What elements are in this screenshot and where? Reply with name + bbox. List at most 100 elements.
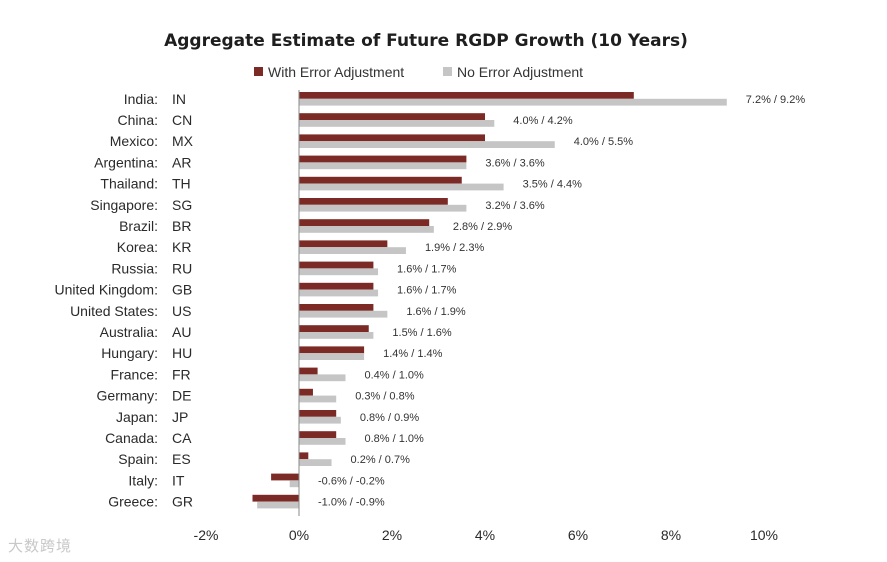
value-label-us: 1.6% / 1.9%	[406, 306, 466, 318]
bar-no-error-th	[299, 183, 504, 191]
x-tick-label: 10%	[750, 527, 778, 543]
category-country-kr: Korea:	[117, 239, 158, 255]
bar-no-error-kr	[299, 247, 406, 254]
category-country-ca: Canada:	[105, 430, 158, 446]
bar-no-error-es	[299, 459, 332, 466]
bar-with-error-jp	[299, 410, 337, 417]
bar-with-error-mx	[299, 134, 485, 142]
bar-with-error-in	[299, 92, 634, 99]
bar-with-error-de	[299, 388, 313, 396]
value-label-it: -0.6% / -0.2%	[318, 475, 385, 487]
bars	[252, 92, 727, 509]
bar-no-error-it	[289, 480, 299, 488]
x-tick-label: 4%	[475, 527, 495, 543]
category-code-in: IN	[172, 91, 186, 107]
category-country-in: India:	[124, 91, 158, 107]
category-code-mx: MX	[172, 133, 194, 149]
bar-with-error-it	[271, 473, 299, 481]
value-labels: 7.2% / 9.2% 4.0% / 4.2%4.0% / 5.5% 3.6% / …	[318, 94, 805, 509]
bar-with-error-sg	[299, 198, 448, 205]
bar-with-error-es	[299, 452, 309, 460]
category-code-gb: GB	[172, 282, 192, 298]
bar-no-error-gb	[299, 289, 379, 297]
bar-with-error-th	[299, 176, 462, 184]
value-label-es: 0.2% / 0.7%	[351, 454, 411, 466]
bar-no-error-ru	[299, 268, 379, 276]
legend-label-no-error: No Error Adjustment	[457, 64, 583, 80]
x-axis-ticks: -2% 0% 2% 4% 6% 8% 10%	[194, 527, 778, 543]
value-label-mx: 4.0% / 5.5%	[574, 136, 634, 148]
bar-no-error-au	[299, 332, 374, 339]
value-label-in: 7.2% / 9.2%	[746, 94, 806, 106]
category-country-br: Brazil:	[119, 218, 158, 234]
bar-no-error-sg	[299, 204, 467, 212]
category-country-ru: Russia:	[111, 260, 158, 276]
bar-no-error-ca	[299, 438, 346, 445]
category-country-gb: United Kingdom:	[54, 282, 158, 298]
legend-swatch-with-error	[254, 67, 263, 76]
bar-no-error-hu	[299, 353, 365, 360]
category-code-fr: FR	[172, 366, 191, 382]
x-tick-label: 2%	[382, 527, 402, 543]
category-country-es: Spain:	[118, 451, 158, 467]
category-code-au: AU	[172, 324, 191, 340]
value-label-cn: 4.0% / 4.2%	[513, 115, 573, 127]
category-country-us: United States:	[70, 303, 158, 319]
bar-with-error-ru	[299, 261, 374, 269]
legend-label-with-error: With Error Adjustment	[268, 64, 404, 80]
bar-no-error-mx	[299, 141, 555, 148]
category-country-de: Germany:	[97, 388, 158, 404]
bar-no-error-cn	[299, 120, 495, 127]
bar-with-error-br	[299, 219, 430, 226]
bar-with-error-kr	[299, 240, 388, 248]
bar-no-error-ar	[299, 162, 467, 170]
watermark: 大数跨境	[8, 537, 73, 555]
category-country-it: Italy:	[128, 472, 158, 488]
value-label-gb: 1.6% / 1.7%	[397, 285, 457, 297]
bar-with-error-ca	[299, 431, 337, 438]
bar-no-error-gr	[257, 501, 299, 509]
bar-no-error-fr	[299, 374, 346, 382]
value-label-de: 0.3% / 0.8%	[355, 391, 415, 403]
category-code-jp: JP	[172, 409, 188, 425]
value-label-ar: 3.6% / 3.6%	[485, 157, 545, 169]
value-label-fr: 0.4% / 1.0%	[365, 369, 425, 381]
category-country-fr: France:	[111, 366, 158, 382]
legend: With Error Adjustment No Error Adjustmen…	[254, 64, 583, 80]
value-label-sg: 3.2% / 3.6%	[485, 200, 545, 212]
legend-swatch-no-error	[443, 67, 452, 76]
category-country-au: Australia:	[100, 324, 158, 340]
bar-no-error-br	[299, 226, 434, 233]
category-code-hu: HU	[172, 345, 192, 361]
category-code-br: BR	[172, 218, 191, 234]
bar-with-error-au	[299, 325, 369, 332]
category-code-kr: KR	[172, 239, 191, 255]
bar-no-error-jp	[299, 416, 341, 424]
bar-no-error-us	[299, 310, 388, 318]
category-country-hu: Hungary:	[101, 345, 158, 361]
category-country-jp: Japan:	[116, 409, 158, 425]
value-label-hu: 1.4% / 1.4%	[383, 348, 443, 360]
bar-no-error-de	[299, 395, 337, 403]
category-country-mx: Mexico:	[110, 133, 158, 149]
category-country-gr: Greece:	[108, 494, 158, 510]
value-label-kr: 1.9% / 2.3%	[425, 242, 485, 254]
category-code-ru: RU	[172, 260, 192, 276]
x-tick-label: 8%	[661, 527, 681, 543]
category-code-sg: SG	[172, 197, 192, 213]
bar-with-error-gr	[252, 494, 299, 502]
bar-with-error-fr	[299, 367, 318, 375]
category-code-de: DE	[172, 388, 191, 404]
x-tick-label: 6%	[568, 527, 588, 543]
bar-with-error-gb	[299, 282, 374, 290]
value-label-br: 2.8% / 2.9%	[453, 221, 513, 233]
category-labels: India: IN China: CN Mexico: MX Argentina: AR Tha…	[54, 91, 193, 510]
bar-with-error-us	[299, 304, 374, 311]
category-code-gr: GR	[172, 494, 193, 510]
bar-with-error-ar	[299, 155, 467, 163]
bar-with-error-cn	[299, 113, 485, 120]
category-country-ar: Argentina:	[94, 154, 158, 170]
category-code-th: TH	[172, 176, 191, 192]
category-country-sg: Singapore:	[90, 197, 158, 213]
